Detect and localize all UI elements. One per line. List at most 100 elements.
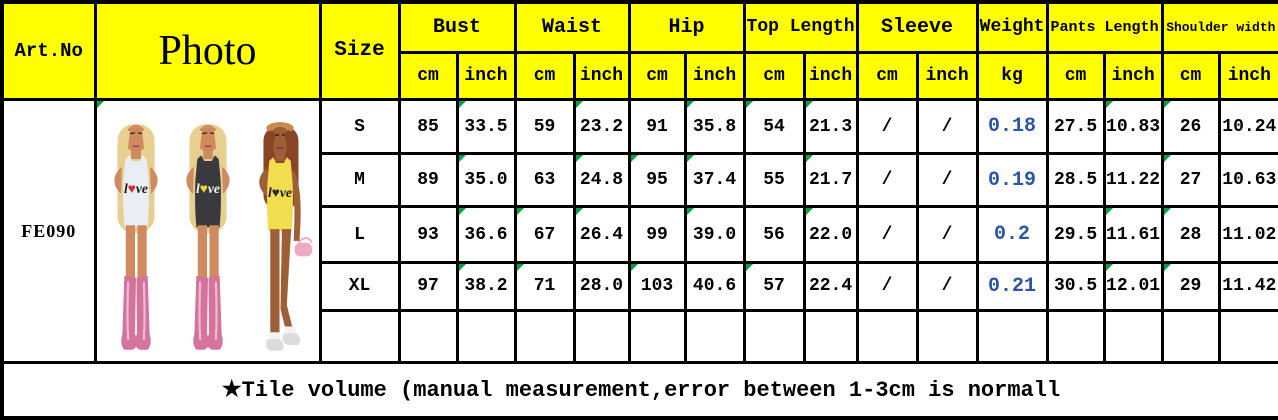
pants-inch-header: inch (1102, 50, 1164, 101)
top-inch-header: inch (802, 50, 859, 101)
table-cell (1160, 308, 1221, 365)
svg-text:l♥ve: l♥ve (268, 185, 292, 200)
header-row-2: cm inch cm inch cm inch cm inch cm inch … (2, 50, 1278, 101)
table-cell: 28 (1160, 205, 1221, 264)
waist-header: Waist (513, 0, 631, 54)
table-cell: 28.5 (1045, 152, 1106, 209)
table-cell: 36.6 (455, 205, 517, 264)
measurement-note: ★Tile volume (manual measurement,error b… (0, 361, 1278, 420)
table-cell: / (855, 205, 919, 264)
table-cell: 37.4 (683, 152, 746, 209)
table-cell (915, 308, 979, 365)
table-cell (855, 308, 919, 365)
table-cell: 10.63 (1217, 152, 1278, 209)
weight-header: Weight (975, 0, 1049, 54)
photo-header: Photo (93, 0, 322, 101)
table-cell (742, 308, 806, 365)
table-cell: 11.02 (1217, 205, 1278, 264)
table-cell: 29 (1160, 260, 1221, 312)
weight-cell: 0.21 (975, 260, 1049, 312)
weight-cell: 0.19 (975, 152, 1049, 209)
table-cell: / (855, 97, 919, 156)
hip-header: Hip (627, 0, 746, 54)
table-cell: 97 (397, 260, 459, 312)
table-cell: 38.2 (455, 260, 517, 312)
table-cell: 24.8 (572, 152, 631, 209)
table-cell (1045, 308, 1106, 365)
top-length-header: Top Length (742, 0, 859, 54)
art-no-header: Art.No (0, 0, 97, 101)
table-cell: / (915, 205, 979, 264)
model-yellow-romper-image: l♥ve (258, 122, 313, 351)
table-cell: 33.5 (455, 97, 517, 156)
table-cell: / (915, 97, 979, 156)
waist-inch-header: inch (572, 50, 631, 101)
table-cell: 22.0 (802, 205, 859, 264)
top-cm-header: cm (742, 50, 806, 101)
sleeve-cm-header: cm (855, 50, 919, 101)
table-cell: / (915, 260, 979, 312)
size-cell: L (318, 205, 401, 264)
table-cell (802, 308, 859, 365)
table-cell (1102, 308, 1164, 365)
table-cell: 59 (513, 97, 576, 156)
product-photo: l♥ve (98, 111, 317, 359)
hip-cm-header: cm (627, 50, 687, 101)
table-cell: 89 (397, 152, 459, 209)
size-cell: M (318, 152, 401, 209)
table-cell: 35.8 (683, 97, 746, 156)
table-cell: 11.42 (1217, 260, 1278, 312)
table-cell (975, 308, 1049, 365)
header-row-1: Art.No Photo Size Bust Waist Hip Top Len… (0, 0, 1278, 101)
table-cell (1217, 308, 1278, 365)
waist-cm-header: cm (513, 50, 576, 101)
table-cell: 63 (513, 152, 576, 209)
row-empty (2, 308, 1278, 365)
bust-inch-header: inch (455, 50, 517, 101)
table-cell (513, 308, 576, 365)
table-cell: / (915, 152, 979, 209)
table-cell (397, 308, 459, 365)
size-cell: S (318, 97, 401, 156)
table-cell: 11.61 (1102, 205, 1164, 264)
table-cell (572, 308, 631, 365)
table-cell: 27.5 (1045, 97, 1106, 156)
cell-marker-icon (98, 102, 104, 108)
shoulder-inch-header: inch (1217, 50, 1278, 101)
table-cell: 10.83 (1102, 97, 1164, 156)
table-cell: / (855, 260, 919, 312)
sleeve-header: Sleeve (855, 0, 979, 54)
table-cell: 99 (627, 205, 687, 264)
table-cell (455, 308, 517, 365)
table-cell: 103 (627, 260, 687, 312)
table-cell: 35.0 (455, 152, 517, 209)
table-cell (683, 308, 746, 365)
shoulder-cm-header: cm (1160, 50, 1221, 101)
table-cell: 56 (742, 205, 806, 264)
table-cell: 22.4 (802, 260, 859, 312)
bust-header: Bust (397, 0, 517, 54)
bust-cm-header: cm (397, 50, 459, 101)
table-cell: 28.0 (572, 260, 631, 312)
row-s: FE090 l♥ve (0, 97, 1278, 365)
table-cell: 85 (397, 97, 459, 156)
hip-inch-header: inch (683, 50, 746, 101)
table-cell: 30.5 (1045, 260, 1106, 312)
table-cell: 29.5 (1045, 205, 1106, 264)
size-header: Size (318, 0, 401, 101)
table-cell: 21.7 (802, 152, 859, 209)
table-cell: 55 (742, 152, 806, 209)
table-cell (627, 308, 687, 365)
weight-kg-header: kg (975, 50, 1049, 101)
table-cell: 11.22 (1102, 152, 1164, 209)
table-cell: 91 (627, 97, 687, 156)
svg-text:l♥ve: l♥ve (196, 181, 220, 196)
table-cell: 71 (513, 260, 576, 312)
row-m: M 89 35.0 63 24.8 95 37.4 55 21.7 / / 0.… (2, 152, 1278, 209)
table-cell: 39.0 (683, 205, 746, 264)
model-white-romper-image: l♥ve (113, 124, 158, 350)
art-no-value: FE090 (0, 97, 97, 365)
weight-cell: 0.2 (975, 205, 1049, 264)
photo-cell: l♥ve (93, 97, 322, 365)
